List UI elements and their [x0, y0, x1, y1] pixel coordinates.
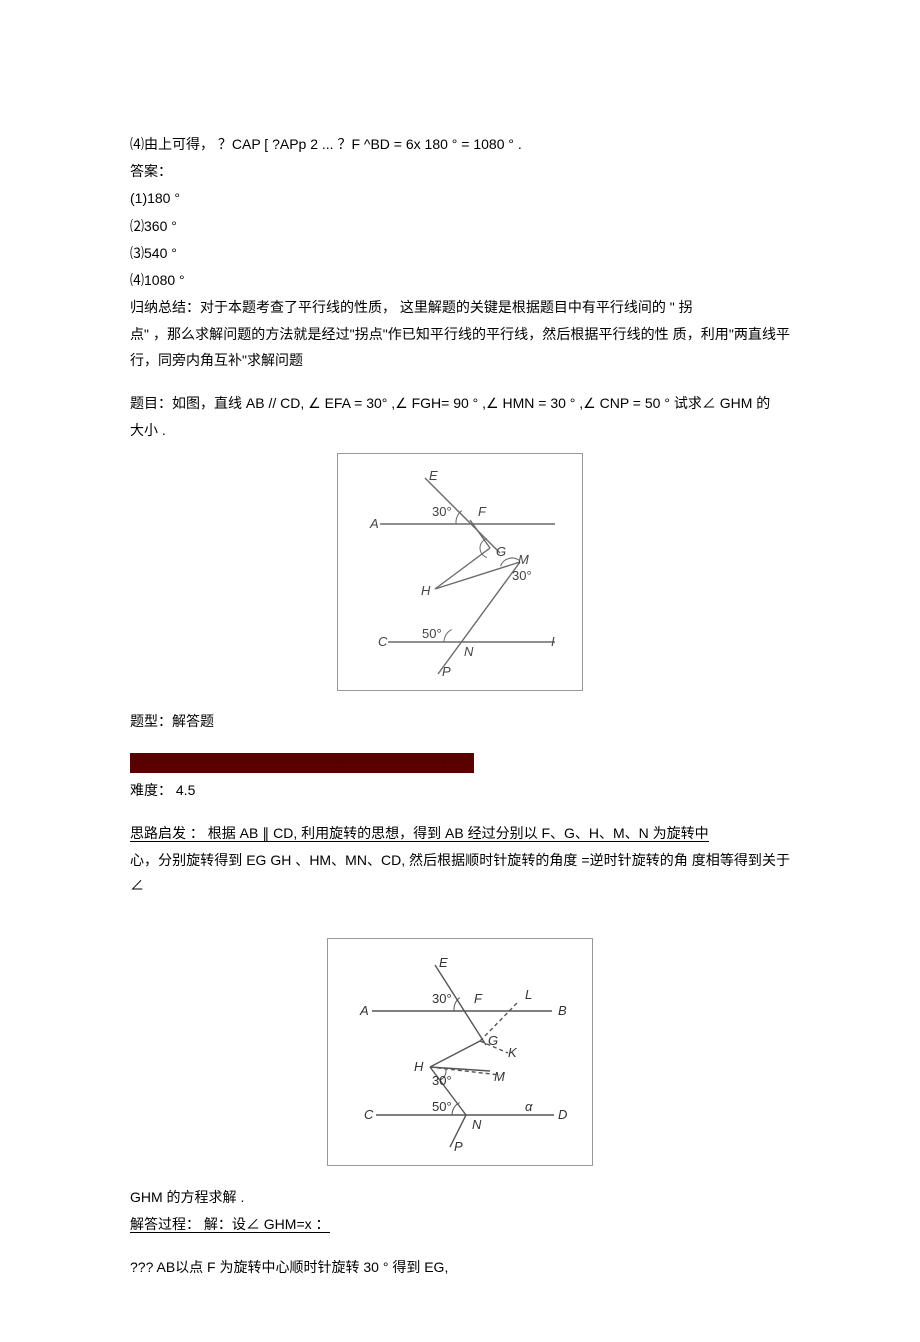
svg-text:A: A [369, 516, 379, 531]
svg-text:N: N [464, 644, 474, 659]
svg-text:D: D [558, 1107, 567, 1122]
answer-1: (1)180 ° [130, 186, 790, 211]
answer-4: ⑷1080 ° [130, 268, 790, 293]
svg-text:α: α [525, 1099, 533, 1114]
hint-line-a: 思路启发 ： 根据 AB ∥ CD, 利用旋转的思想，得到 AB 经过分别以 F… [130, 821, 790, 846]
svg-text:30°: 30° [432, 504, 452, 519]
svg-text:G: G [488, 1033, 498, 1048]
svg-text:E: E [429, 468, 438, 483]
svg-text:P: P [442, 664, 451, 679]
svg-text:L: L [525, 987, 532, 1002]
svg-text:M: M [518, 552, 529, 567]
svg-text:50°: 50° [422, 626, 442, 641]
hint-line-b: 心，分别旋转得到 EG GH 、HM、MN、CD, 然后根据顺时针旋转的角度 =… [130, 848, 790, 898]
process-line: 解答过程： 解：设∠ GHM=x ： [130, 1212, 790, 1237]
svg-text:H: H [421, 583, 431, 598]
svg-text:B: B [558, 1003, 567, 1018]
svg-text:I: I [551, 634, 555, 649]
svg-text:30°: 30° [432, 991, 452, 1006]
svg-text:H: H [414, 1059, 424, 1074]
difficulty-line: 难度： 4.5 [130, 778, 790, 803]
answer-label: 答案： [130, 159, 790, 184]
figure-2: E A B F 30° L G H 30° KM C 50° Nα D P [130, 938, 790, 1174]
svg-text:50°: 50° [432, 1099, 452, 1114]
equation-line: GHM 的方程求解 . [130, 1185, 790, 1210]
figure-1: EAF30°GHM30°C50°NIP [130, 453, 790, 699]
svg-text:N: N [472, 1117, 482, 1132]
problem-line-2: 大小 . [130, 418, 790, 443]
method-highlight: 方法技巧：巧用平行线的性质添辅助线，解决拐点问题 [130, 750, 790, 775]
summary-line-b: 点" ，那么求解问题的方法就是经过"拐点"作已知平行线的平行线，然后根据平行线的… [130, 322, 790, 372]
svg-text:C: C [378, 634, 388, 649]
summary-line-a: 归纳总结：对于本题考查了平行线的性质， 这里解题的关键是根据题目中有平行线间的 … [130, 295, 790, 320]
answer-2: ⑵360 ° [130, 214, 790, 239]
svg-text:K: K [508, 1045, 518, 1060]
svg-text:30°: 30° [512, 568, 532, 583]
svg-text:F: F [478, 504, 487, 519]
problem-line-1: 题目：如图，直线 AB // CD, ∠ EFA = 30° ,∠ FGH= 9… [130, 391, 790, 416]
svg-text:A: A [359, 1003, 369, 1018]
svg-text:P: P [454, 1139, 463, 1154]
problem-type: 题型：解答题 [130, 709, 790, 734]
svg-text:M: M [494, 1069, 505, 1084]
answer-3: ⑶540 ° [130, 241, 790, 266]
svg-text:F: F [474, 991, 483, 1006]
svg-text:G: G [496, 544, 506, 559]
svg-text:C: C [364, 1107, 374, 1122]
step-1: ??? AB以点 F 为旋转中心顺时针旋转 30 ° 得到 EG, [130, 1255, 790, 1280]
svg-text:E: E [439, 955, 448, 970]
svg-text:30°: 30° [432, 1073, 452, 1088]
equation-4: ⑷由上可得， ？CAP [ ?APp 2 ... ？F ^BD = 6x 180… [130, 132, 790, 157]
